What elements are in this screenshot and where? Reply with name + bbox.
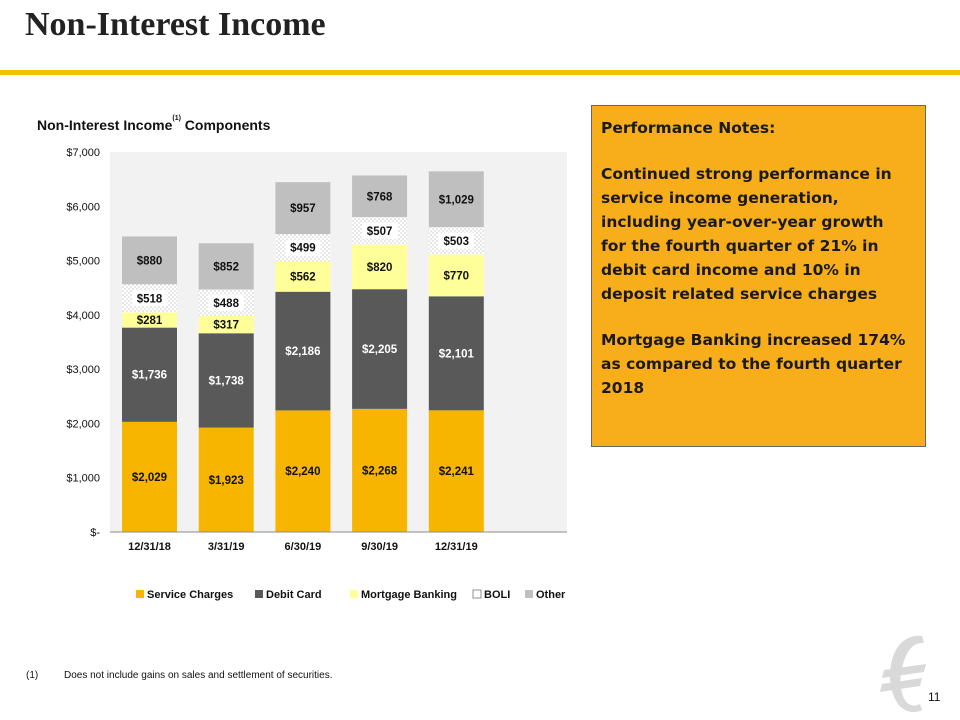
performance-notes-panel: Performance Notes: Continued strong perf… <box>591 105 926 447</box>
data-label-service-charges: $2,241 <box>439 466 475 478</box>
x-tick-label: 6/30/19 <box>285 541 322 553</box>
data-label-mortgage-banking: $562 <box>290 271 316 283</box>
boli-label-box <box>285 239 321 256</box>
bar-mortgage-banking <box>352 244 408 290</box>
bar-debit-card <box>122 327 177 422</box>
data-label-other: $852 <box>213 261 239 273</box>
legend-label: Debit Card <box>266 589 322 601</box>
y-tick-label: $5,000 <box>66 256 100 268</box>
x-tick-label: 12/31/19 <box>435 541 478 553</box>
data-label-boli: $518 <box>137 293 163 305</box>
company-logo-icon <box>880 635 926 712</box>
legend-swatch <box>255 590 263 598</box>
bar-mortgage-banking <box>275 261 331 292</box>
chart-title-footnote-ref: (1) <box>172 115 181 122</box>
bar-mortgage-banking <box>428 254 484 297</box>
bar-service-charges <box>275 410 331 532</box>
data-label-boli: $507 <box>367 226 393 238</box>
boli-label-box <box>438 232 475 249</box>
bar-debit-card <box>352 289 408 409</box>
data-label-mortgage-banking: $820 <box>367 262 393 274</box>
notes-heading: Performance Notes: <box>601 119 776 137</box>
plot-area <box>110 152 567 532</box>
y-tick-label: $1,000 <box>66 473 100 485</box>
legend-swatch <box>525 590 533 598</box>
x-tick-label: 9/30/19 <box>361 541 398 553</box>
bar-debit-card <box>198 333 254 428</box>
x-tick-label: 3/31/19 <box>208 541 245 553</box>
data-label-other: $1,029 <box>439 194 474 206</box>
stacked-bar-chart: $2,029 $1,736 $281 $518 $880 $1,923 $1,738 $317… <box>66 147 567 601</box>
bar-other <box>122 236 177 285</box>
bar-service-charges <box>122 421 177 532</box>
data-label-boli: $488 <box>213 298 239 310</box>
data-label-mortgage-banking: $317 <box>213 320 239 332</box>
boli-label-box <box>208 294 244 311</box>
chart-title: Non-Interest Income(1) Components <box>37 115 271 133</box>
bar-debit-card <box>275 291 331 411</box>
legend-label: Mortgage Banking <box>361 589 457 601</box>
data-label-other: $880 <box>137 255 163 267</box>
data-label-boli: $499 <box>290 243 316 255</box>
x-tick-label: 12/31/18 <box>128 541 171 553</box>
data-label-other: $768 <box>367 191 393 203</box>
y-tick-label: $4,000 <box>66 310 100 322</box>
data-label-service-charges: $1,923 <box>209 475 244 487</box>
bar-mortgage-banking <box>122 312 177 328</box>
chart-title-suffix: Components <box>180 117 271 133</box>
y-tick-label: $3,000 <box>66 364 100 376</box>
y-tick-label: $6,000 <box>66 201 100 213</box>
legend-item-debit-card: Debit Card <box>255 589 322 601</box>
bar-other <box>428 171 484 228</box>
bar-other <box>198 243 254 290</box>
data-label-other: $957 <box>290 203 316 215</box>
page-title: Non-Interest Income <box>25 6 326 43</box>
data-label-debit-card: $2,186 <box>285 346 320 358</box>
legend-swatch <box>136 590 144 598</box>
data-label-service-charges: $2,268 <box>362 465 398 477</box>
title-divider <box>0 70 960 75</box>
legend-swatch <box>350 590 358 598</box>
data-label-service-charges: $2,240 <box>285 466 320 478</box>
legend-item-other: Other <box>525 589 566 601</box>
data-label-debit-card: $1,736 <box>132 370 167 382</box>
data-label-debit-card: $2,205 <box>362 344 398 356</box>
data-label-mortgage-banking: $770 <box>444 270 470 282</box>
legend-item-mortgage-banking: Mortgage Banking <box>350 589 457 601</box>
bar-debit-card <box>428 296 484 411</box>
data-label-boli: $503 <box>444 236 470 248</box>
boli-label-box <box>131 290 168 307</box>
data-label-mortgage-banking: $281 <box>137 315 163 327</box>
bar-service-charges <box>428 410 484 532</box>
boli-label-box <box>361 222 398 239</box>
chart-title-main: Non-Interest Income <box>37 117 173 133</box>
bar-mortgage-banking <box>198 316 254 334</box>
legend-item-boli: BOLI <box>472 589 510 601</box>
page-number: 11 <box>928 690 941 704</box>
legend-item-service-charges: Service Charges <box>136 589 233 601</box>
y-tick-label: $- <box>90 527 100 539</box>
footnote-text: Does not include gains on sales and sett… <box>64 670 333 681</box>
y-tick-label: $7,000 <box>66 147 100 159</box>
legend-label: Other <box>536 589 566 601</box>
legend-swatch <box>472 589 482 599</box>
footnote-number: (1) <box>26 670 39 681</box>
bar-other <box>275 182 331 235</box>
legend-label: Service Charges <box>147 589 233 601</box>
footnote: (1) Does not include gains on sales and s… <box>26 670 333 681</box>
bar-service-charges <box>198 427 254 532</box>
bar-other <box>352 175 408 218</box>
notes-paragraph-2: Mortgage Banking increased 174% as compa… <box>601 331 906 398</box>
data-label-debit-card: $1,738 <box>209 375 245 387</box>
legend-label: BOLI <box>484 589 510 601</box>
data-label-service-charges: $2,029 <box>132 472 167 484</box>
notes-paragraph-1: Continued strong performance in service … <box>601 165 892 304</box>
data-label-debit-card: $2,101 <box>439 348 475 360</box>
y-tick-label: $2,000 <box>66 418 100 430</box>
bar-service-charges <box>352 408 408 532</box>
